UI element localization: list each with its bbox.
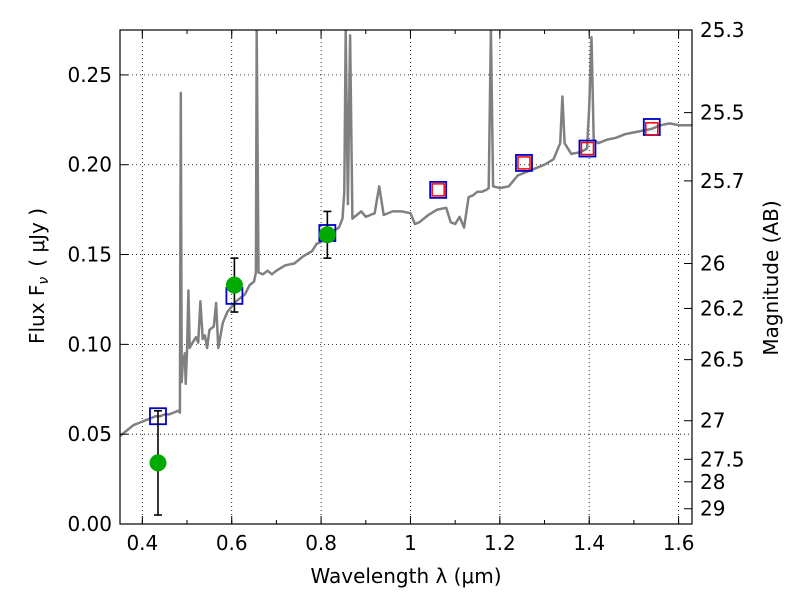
observed-photometry-red-series — [431, 122, 659, 197]
grid-lines — [120, 30, 692, 525]
x-axis-label: Wavelength λ (μm) — [310, 564, 501, 588]
right-tick-label: 29 — [700, 497, 725, 521]
x-tick-label: 0.8 — [305, 531, 337, 555]
right-tick-label: 28 — [700, 470, 725, 494]
observed-point-square — [431, 183, 445, 197]
observed-point-circle — [149, 454, 167, 472]
observed-point-square — [580, 141, 595, 156]
y-label-units: ( μJy ) — [25, 208, 49, 267]
right-tick-label: 27 — [700, 409, 725, 433]
right-tick-label: 26.2 — [700, 296, 745, 320]
observed-point-square — [645, 122, 659, 136]
y-tick-label: 0.05 — [67, 422, 112, 446]
y-tick-label: 0.15 — [67, 243, 112, 267]
x-axis-ticks: 0.4 0.6 0.8 1 1.2 1.4 1.6 — [126, 30, 695, 555]
observed-point-circle — [225, 276, 243, 294]
right-tick-label: 25.7 — [700, 169, 745, 193]
observed-photometry-green-series — [149, 210, 336, 516]
spectrum-series — [120, 30, 692, 437]
svg-text:Flux Fν( μJy ): Flux Fν ( μJy ) — [25, 208, 52, 344]
y-tick-label: 0.00 — [67, 512, 112, 536]
observed-point-circle — [318, 226, 336, 244]
model-point-square — [578, 139, 597, 158]
observed-point-square — [517, 156, 531, 170]
model-point-square — [429, 180, 448, 199]
x-tick-label: 1 — [404, 531, 417, 555]
x-tick-label: 0.4 — [126, 531, 158, 555]
spectrum-line — [120, 30, 692, 437]
y-tick-label: 0.20 — [67, 153, 112, 177]
model-point-square — [515, 154, 533, 172]
x-tick-label: 0.6 — [216, 531, 248, 555]
y-axis-label-right: Magnitude (AB) — [759, 200, 783, 355]
right-tick-label: 25.5 — [700, 101, 745, 125]
y-axis-ticks: 0.00 0.05 0.10 0.15 0.20 0.25 — [67, 63, 128, 536]
right-axis-ticks: 25.3 25.5 25.7 26 26.2 26.5 27 27.528 29 — [684, 18, 745, 521]
y-axis-label-left: Flux Fν ( μJy ) — [25, 208, 52, 344]
y-label-flux: Flux F — [25, 285, 49, 344]
x-tick-label: 1.6 — [663, 531, 695, 555]
right-tick-label: 27.5 — [700, 447, 745, 471]
x-tick-label: 1.4 — [573, 531, 605, 555]
y-tick-label: 0.25 — [67, 63, 112, 87]
plot-frame — [119, 29, 693, 525]
right-tick-label: 25.3 — [700, 18, 745, 42]
right-tick-label: 26.5 — [700, 348, 745, 372]
x-tick-label: 1.2 — [484, 531, 516, 555]
y-label-nu: ν — [36, 277, 52, 285]
right-tick-label: 26 — [700, 252, 725, 276]
y-tick-label: 0.10 — [67, 332, 112, 356]
